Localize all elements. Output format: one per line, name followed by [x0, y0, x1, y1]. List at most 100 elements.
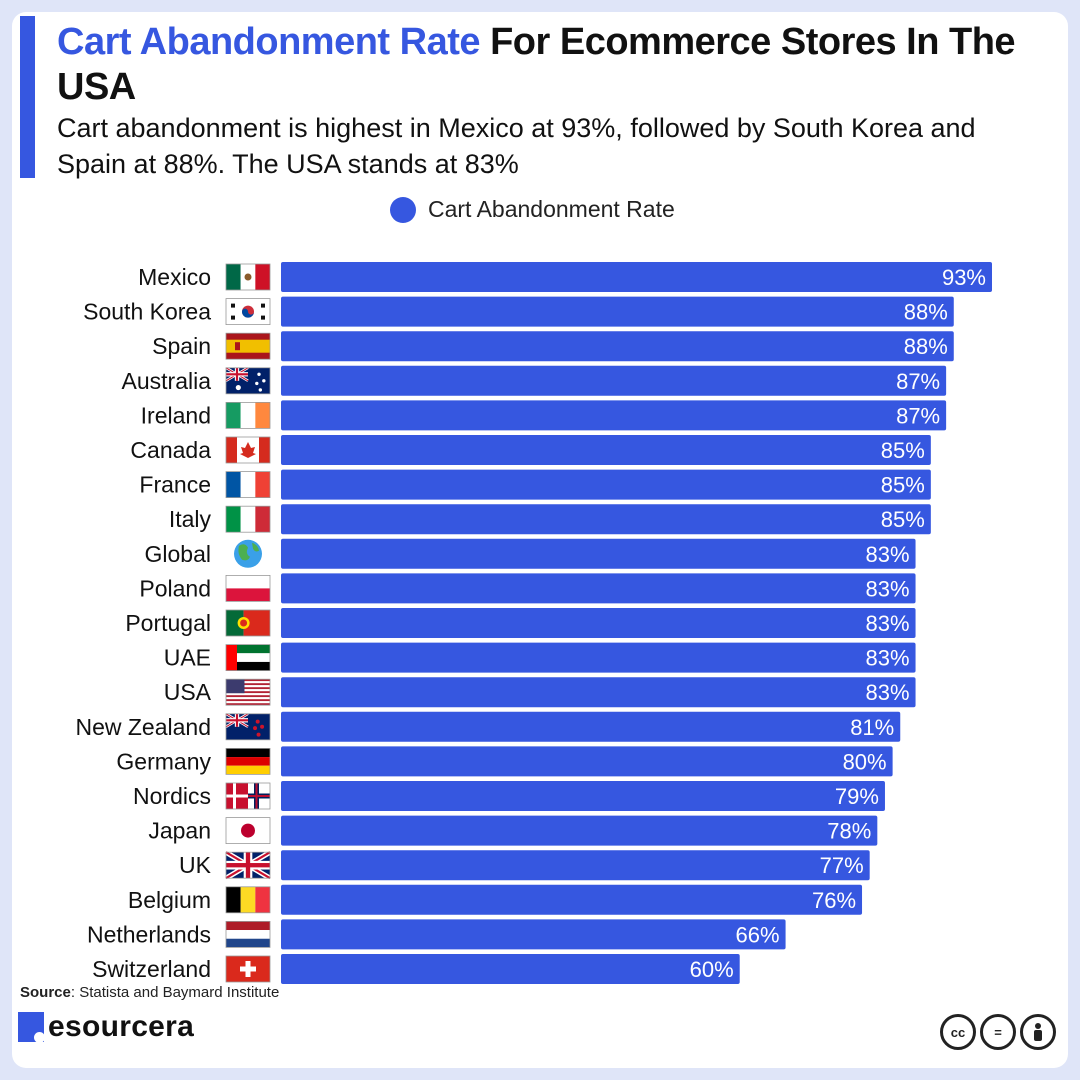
bar [281, 469, 931, 500]
value-label: 77% [820, 853, 864, 878]
bar [281, 435, 931, 465]
bar [281, 677, 916, 708]
bar [281, 954, 740, 984]
bar [281, 815, 878, 846]
bar [281, 850, 870, 881]
bar [281, 538, 916, 569]
belgium-flag-icon [225, 886, 271, 914]
category-label: Ireland [141, 402, 211, 428]
source-label: Source [20, 984, 71, 1001]
uk-flag-icon [224, 849, 272, 881]
category-label: Switzerland [92, 956, 211, 982]
value-label: 93% [942, 265, 986, 290]
value-label: 88% [904, 334, 948, 359]
south-korea-flag-icon [225, 298, 271, 326]
bar [281, 296, 954, 327]
bar [281, 746, 893, 777]
value-label: 83% [866, 680, 910, 705]
legend-label: Cart Abandonment Rate [428, 196, 675, 222]
value-label: 78% [827, 819, 871, 844]
bar [281, 884, 863, 915]
bar [281, 573, 916, 604]
nordics-flag-icon [225, 782, 271, 810]
value-label: 85% [881, 473, 925, 498]
bar [281, 711, 901, 742]
value-label: 83% [866, 576, 910, 601]
source-note: Source: Statista and Baymard Institute [20, 984, 279, 1001]
license-icons: cc = [940, 1014, 1056, 1050]
ireland-flag-icon [225, 401, 271, 429]
germany-flag-icon [225, 748, 271, 775]
category-label: Poland [139, 575, 211, 601]
equals-icon: = [980, 1014, 1016, 1050]
category-label: Global [145, 541, 211, 567]
france-flag-icon [225, 471, 271, 499]
poland-flag-icon [225, 575, 271, 602]
australia-flag-icon [225, 366, 271, 395]
value-label: 66% [736, 922, 780, 947]
category-label: Canada [130, 437, 211, 463]
usa-flag-icon [225, 678, 271, 706]
category-label: South Korea [83, 299, 211, 325]
bar [281, 262, 992, 292]
portugal-flag-icon [225, 609, 271, 637]
spain-flag-icon [225, 332, 271, 360]
category-label: New Zealand [75, 714, 211, 740]
category-label: Japan [148, 818, 211, 844]
value-label: 83% [866, 542, 910, 567]
uae-flag-icon [225, 644, 271, 671]
value-label: 88% [904, 300, 948, 325]
value-label: 80% [843, 749, 887, 774]
value-label: 83% [866, 611, 910, 636]
category-label: UAE [164, 645, 211, 671]
bar [281, 781, 885, 811]
japan-flag-icon [225, 817, 271, 844]
title-rest: For Ecommerce Stores In The USA [57, 21, 1016, 108]
bar [281, 400, 947, 431]
category-label: Portugal [125, 610, 211, 636]
bar [281, 331, 954, 362]
bar [281, 504, 931, 535]
italy-flag-icon [225, 505, 271, 533]
mexico-flag-icon [225, 263, 271, 291]
value-label: 79% [835, 784, 879, 809]
legend-swatch [390, 196, 416, 223]
new-zealand-flag-icon [225, 712, 271, 741]
page-title: Cart Abandonment Rate For Ecommerce Stor… [57, 20, 1047, 110]
category-label: Australia [122, 368, 212, 394]
canada-flag-icon [225, 436, 271, 464]
category-label: Netherlands [87, 921, 211, 947]
bar [281, 365, 947, 396]
value-label: 83% [866, 646, 910, 671]
cc-icon: cc [940, 1014, 976, 1050]
category-label: UK [179, 852, 212, 878]
chart-legend: Cart Abandonment Rate [390, 196, 675, 223]
bar [281, 919, 786, 950]
source-text: : Statista and Baymard Institute [70, 984, 280, 1001]
value-label: 85% [881, 438, 925, 463]
brand-logo: esourcera [18, 1010, 194, 1044]
category-label: Nordics [133, 783, 211, 809]
value-label: 81% [850, 715, 894, 740]
subtitle: Cart abandonment is highest in Mexico at… [57, 113, 976, 179]
category-label: Mexico [138, 264, 211, 290]
value-label: 85% [881, 507, 925, 532]
netherlands-flag-icon [225, 921, 271, 948]
globe-icon [234, 539, 262, 568]
value-label: 87% [896, 403, 940, 428]
brand-name: esourcera [48, 1010, 195, 1043]
category-label: Spain [152, 333, 211, 359]
person-icon [1020, 1014, 1056, 1050]
title-highlight: Cart Abandonment Rate [57, 21, 481, 63]
value-label: 87% [896, 369, 940, 394]
value-label: 76% [812, 888, 856, 913]
category-label: Belgium [128, 887, 211, 913]
switzerland-flag-icon [225, 955, 271, 983]
bar [281, 608, 916, 638]
category-label: Germany [116, 748, 211, 774]
value-label: 60% [690, 957, 734, 982]
category-label: USA [164, 679, 212, 705]
brand-mark-icon [18, 1012, 45, 1043]
category-label: France [139, 472, 211, 498]
